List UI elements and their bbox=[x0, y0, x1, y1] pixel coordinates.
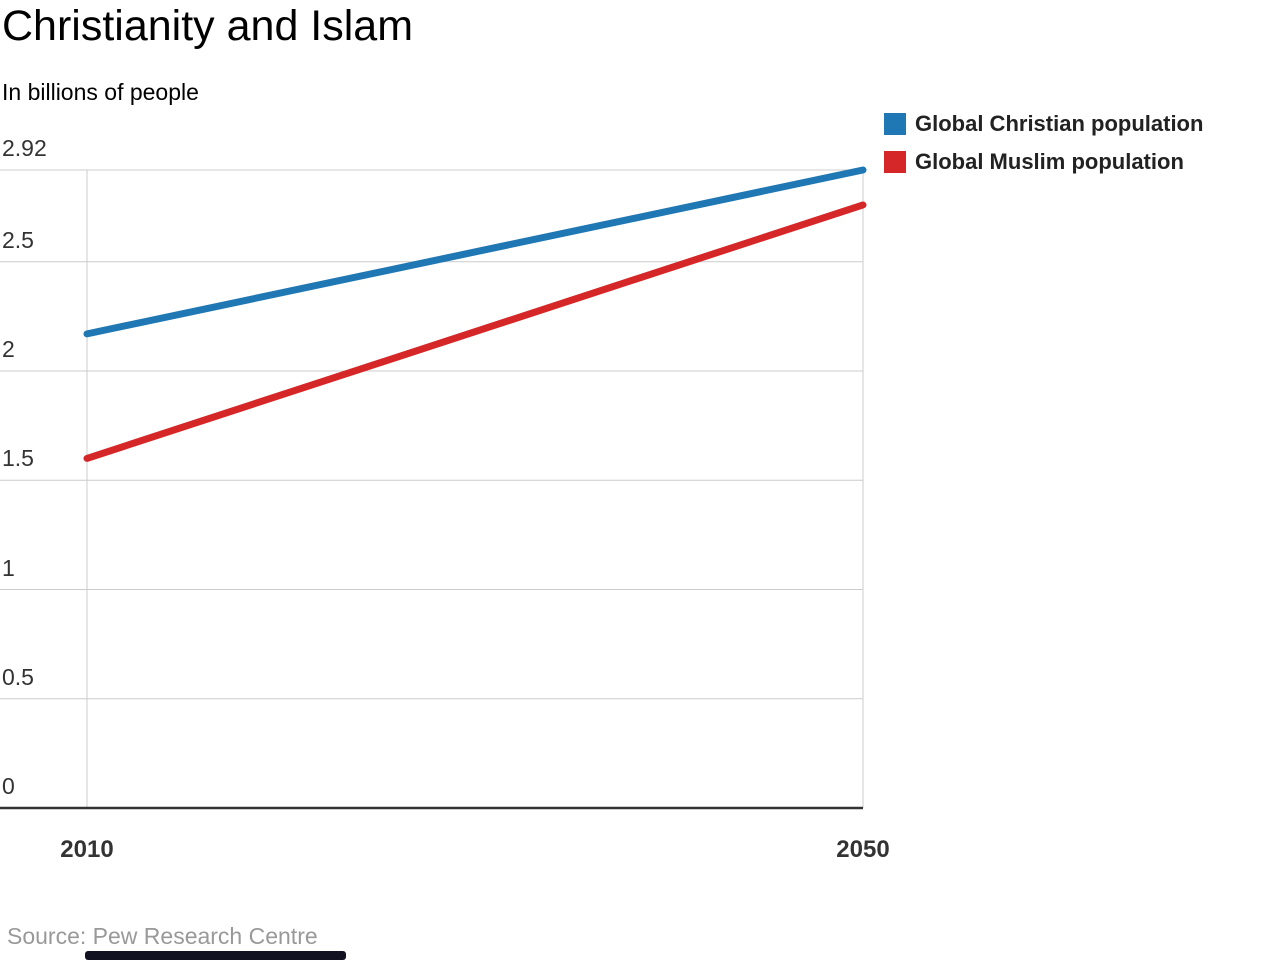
series-line-global-christian-population bbox=[83, 166, 867, 338]
legend: Global Christian population Global Muslim… bbox=[884, 113, 1203, 189]
x-tick-label: 2050 bbox=[836, 836, 890, 863]
y-tick-label: 1 bbox=[2, 554, 15, 581]
y-tick-label: 2.92 bbox=[2, 135, 47, 161]
y-tick-label: 0 bbox=[2, 773, 15, 799]
series-line-global-muslim-population bbox=[83, 201, 867, 462]
chart-title: Christianity and Islam bbox=[2, 2, 414, 50]
legend-label: Global Christian population bbox=[915, 111, 1204, 136]
y-tick-label: 2 bbox=[2, 336, 15, 362]
source-caption: Source: Pew Research Centre bbox=[7, 923, 318, 949]
legend-label: Global Muslim population bbox=[915, 149, 1184, 174]
y-tick-label: 0.5 bbox=[2, 663, 34, 690]
footer-bar bbox=[85, 951, 346, 960]
legend-swatch-icon bbox=[884, 113, 906, 135]
legend-item: Global Muslim population bbox=[884, 151, 1203, 173]
y-tick-label: 2.5 bbox=[2, 226, 34, 253]
legend-item: Global Christian population bbox=[884, 113, 1203, 135]
chart-subtitle: In billions of people bbox=[2, 79, 199, 105]
y-tick-label: 1.5 bbox=[2, 445, 34, 472]
x-tick-label: 2010 bbox=[60, 836, 114, 863]
legend-swatch-icon bbox=[884, 151, 906, 173]
